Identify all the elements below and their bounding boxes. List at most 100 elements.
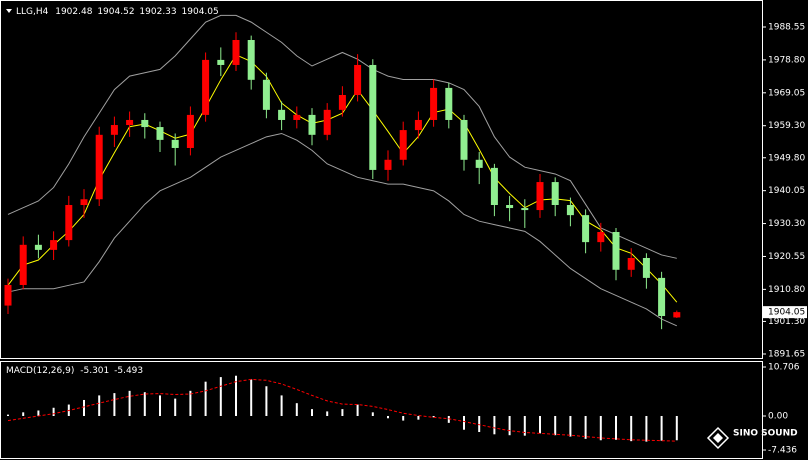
- candle-body: [110, 125, 118, 135]
- logo-icon-inner: [713, 433, 723, 443]
- macd-bar: [554, 415, 557, 436]
- macd-bar: [493, 415, 496, 435]
- candle-body: [597, 231, 605, 243]
- overlay-line: [7, 14, 677, 259]
- candle-body: [65, 205, 73, 241]
- candle-body: [445, 87, 453, 120]
- macd-bar: [645, 415, 648, 442]
- y-tick-label: 1891.65: [768, 349, 805, 359]
- macd-bar: [7, 414, 9, 416]
- macd-bar: [387, 415, 389, 419]
- candle-body: [232, 39, 240, 65]
- candle-body: [323, 109, 331, 135]
- candle-body: [521, 208, 529, 211]
- macd-bar: [98, 395, 101, 416]
- price-marker-label: 1904.05: [768, 308, 805, 318]
- candle-body: [171, 139, 179, 148]
- candle-body: [126, 119, 134, 126]
- y-tick-label: 0.00: [768, 411, 788, 421]
- open-value: 1902.48: [55, 7, 92, 17]
- signal-line: [7, 378, 677, 442]
- candle-body: [19, 244, 27, 285]
- macd-bar: [250, 379, 253, 416]
- menu-arrow[interactable]: [6, 9, 12, 13]
- macd-bar: [265, 386, 268, 416]
- candle-body: [338, 94, 346, 110]
- candle-body: [34, 244, 42, 250]
- candle-body: [506, 205, 514, 209]
- candle-body: [612, 231, 620, 270]
- candle-body: [141, 119, 149, 128]
- macd-bar: [371, 412, 374, 416]
- candle-body: [414, 119, 422, 131]
- candle-body: [490, 167, 498, 206]
- logo-icon: [706, 426, 730, 450]
- macd-bar: [159, 395, 161, 416]
- close-value: 1904.05: [182, 7, 219, 17]
- header: LLG,H4 1902.48 1904.52 1902.33 1904.05: [16, 7, 219, 17]
- macd-bar: [311, 409, 313, 416]
- macd-bar: [52, 407, 55, 416]
- candle-body: [308, 114, 316, 135]
- macd-bar: [37, 410, 40, 416]
- macd-bar: [675, 415, 678, 441]
- main-panel-frame: [0, 0, 763, 359]
- macd-bar: [660, 415, 663, 441]
- candle-body: [217, 59, 225, 65]
- macd-bar: [219, 377, 222, 416]
- y-tick-label: 1969.05: [768, 88, 805, 98]
- candle-body: [673, 312, 681, 318]
- macd-bar: [22, 412, 25, 416]
- low-value: 1902.33: [139, 7, 176, 17]
- macd-bar: [128, 390, 131, 416]
- candle-body: [186, 114, 194, 148]
- y-tick-label: -7.436: [768, 446, 797, 456]
- candle-body: [551, 182, 559, 206]
- macd-bar: [417, 415, 420, 420]
- candle-body: [566, 205, 574, 216]
- y-tick-label: 1920.55: [768, 252, 805, 262]
- candle-body: [399, 130, 407, 160]
- macd-bar: [280, 395, 283, 416]
- macd-bar: [235, 375, 237, 416]
- signal-value: -5.493: [114, 366, 143, 376]
- macd-bar: [599, 415, 602, 441]
- candle-body: [156, 127, 164, 140]
- macd-bar: [463, 415, 465, 430]
- macd-title: MACD(12,26,9): [6, 366, 74, 376]
- y-tick-label: 1910.80: [768, 285, 805, 295]
- macd-bar: [615, 415, 617, 440]
- macd-bar: [83, 399, 85, 416]
- candle-body: [4, 284, 12, 306]
- macd-bar: [174, 398, 177, 416]
- y-tick-label: 1949.80: [768, 153, 805, 163]
- macd-value: -5.301: [80, 366, 109, 376]
- logo: SINO SOUND: [706, 426, 798, 450]
- candle-body: [536, 182, 544, 211]
- high-value: 1904.52: [97, 7, 134, 17]
- macd-bar: [341, 409, 344, 416]
- candle-body: [460, 119, 468, 160]
- candle-body: [50, 240, 58, 250]
- macd-bar: [584, 415, 587, 439]
- macd-bar: [539, 415, 541, 434]
- macd-bar: [295, 403, 298, 416]
- candle-body: [202, 59, 210, 115]
- candle-body: [430, 87, 438, 120]
- candle-body: [95, 134, 103, 200]
- macd-bar: [432, 415, 435, 418]
- macd-bar: [402, 415, 405, 421]
- overlay-line: [7, 132, 678, 327]
- candle-body: [369, 64, 377, 170]
- candle-body: [80, 199, 88, 206]
- macd-bar: [204, 381, 207, 416]
- y-tick-label: 1959.30: [768, 121, 805, 131]
- y-tick-label: 1988.55: [768, 23, 805, 33]
- watermark: SINO SOUND: [733, 429, 798, 439]
- candle-body: [642, 257, 650, 278]
- candle-body: [627, 257, 635, 270]
- candle-body: [278, 109, 286, 120]
- y-tick-label: 10.706: [768, 363, 800, 373]
